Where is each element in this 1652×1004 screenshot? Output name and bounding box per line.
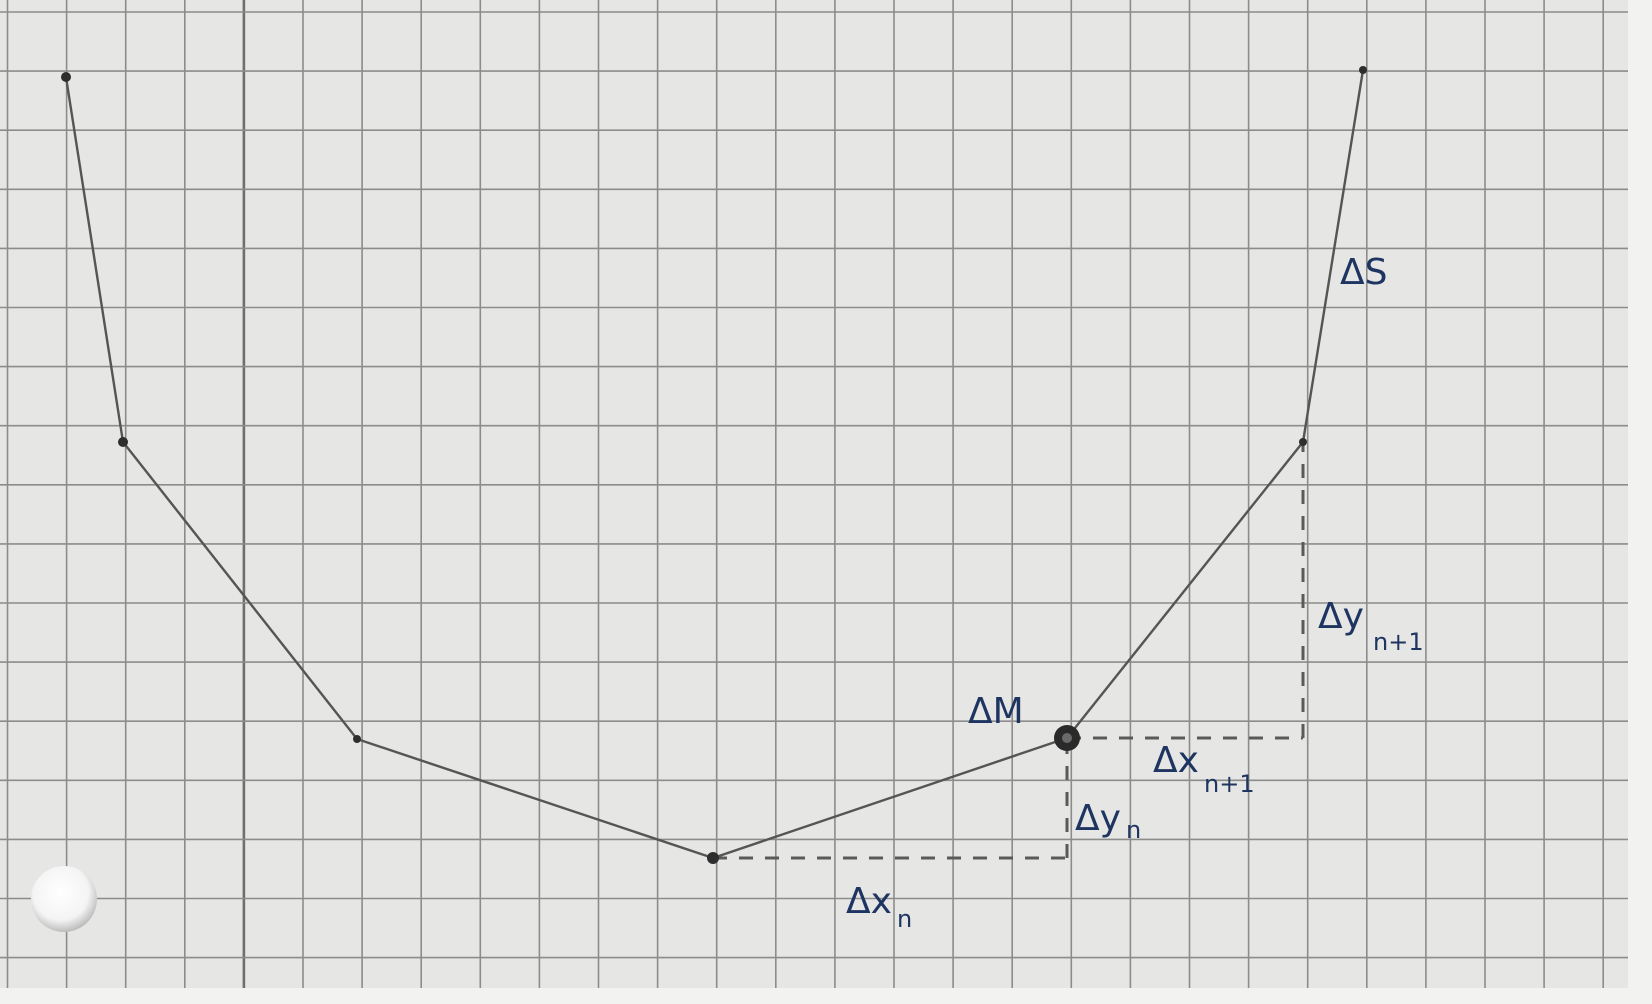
mass-element-label: ΔM <box>968 691 1024 732</box>
dy-n1-base: Δy <box>1318 596 1364 637</box>
construction-dashes <box>713 442 1305 860</box>
curve-segment <box>64 75 125 444</box>
dy-n-base: Δy <box>1075 798 1121 839</box>
curve-vertices <box>61 66 1367 864</box>
punch-hole <box>31 866 97 932</box>
curve-segment <box>355 737 715 860</box>
vertex-dot <box>353 735 361 743</box>
vertex-dot <box>1299 438 1307 446</box>
curve-segment <box>711 736 1069 860</box>
dx-n1-label: Δx n+1 <box>1153 740 1255 798</box>
curve-segment <box>1301 68 1365 444</box>
dx-n1-subscript: n+1 <box>1204 770 1255 798</box>
dy-n1-label: Δy n+1 <box>1318 596 1424 656</box>
grid-lines <box>0 0 1628 988</box>
curve-segment <box>1065 440 1305 740</box>
dx-n-base: Δx <box>846 881 892 922</box>
paper-bottom-edge <box>0 988 1652 1004</box>
paper-right-edge <box>1628 0 1652 1004</box>
vertex-dot <box>1359 66 1367 74</box>
dy-n1-subscript: n+1 <box>1373 628 1424 656</box>
vertex-dot <box>707 852 719 864</box>
curve-segment <box>121 440 359 741</box>
arc-length-label: ΔS <box>1340 252 1387 293</box>
vertex-dot <box>61 72 71 82</box>
pencil-curve <box>64 68 1365 860</box>
dy-n-subscript: n <box>1126 816 1141 844</box>
ink-labels: ΔS ΔM Δx n Δy n Δx n+1 Δy n+1 <box>846 252 1424 933</box>
dx-n-label: Δx n <box>846 881 912 933</box>
dx-n-subscript: n <box>897 905 912 933</box>
dy-n-label: Δy n <box>1075 798 1141 844</box>
dx-n1-base: Δx <box>1153 740 1199 781</box>
mass-element-dot-inner <box>1062 733 1072 743</box>
vertex-dot <box>118 437 128 447</box>
